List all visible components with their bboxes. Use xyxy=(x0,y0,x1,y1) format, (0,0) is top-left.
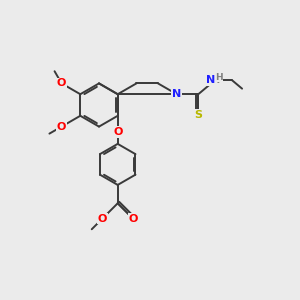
Text: H: H xyxy=(215,73,223,82)
Text: O: O xyxy=(98,214,107,224)
Text: O: O xyxy=(128,214,138,224)
Text: N: N xyxy=(172,89,181,99)
Text: O: O xyxy=(113,127,122,137)
Text: O: O xyxy=(57,78,66,88)
Text: N: N xyxy=(206,75,216,85)
Text: S: S xyxy=(194,110,202,120)
Text: H: H xyxy=(211,75,219,85)
Text: O: O xyxy=(57,122,66,132)
